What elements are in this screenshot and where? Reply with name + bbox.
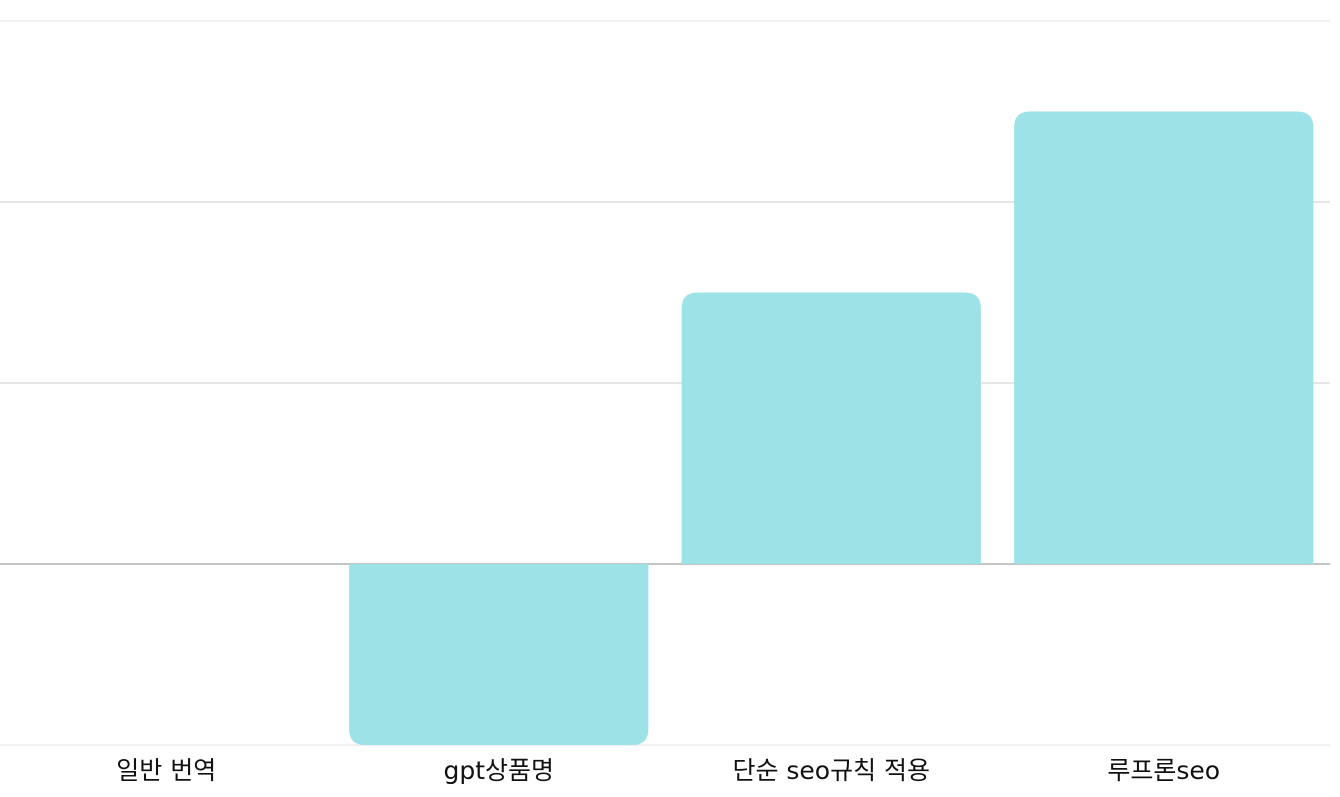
x-tick-label: gpt상품명 xyxy=(443,756,554,785)
bar xyxy=(1014,111,1314,564)
bar xyxy=(681,292,981,564)
x-tick-label: 루프론seo xyxy=(1107,756,1220,785)
x-tick-label: 일반 번역 xyxy=(116,756,216,785)
x-tick-label: 단순 seo규칙 적용 xyxy=(732,756,930,785)
bar xyxy=(349,564,649,745)
